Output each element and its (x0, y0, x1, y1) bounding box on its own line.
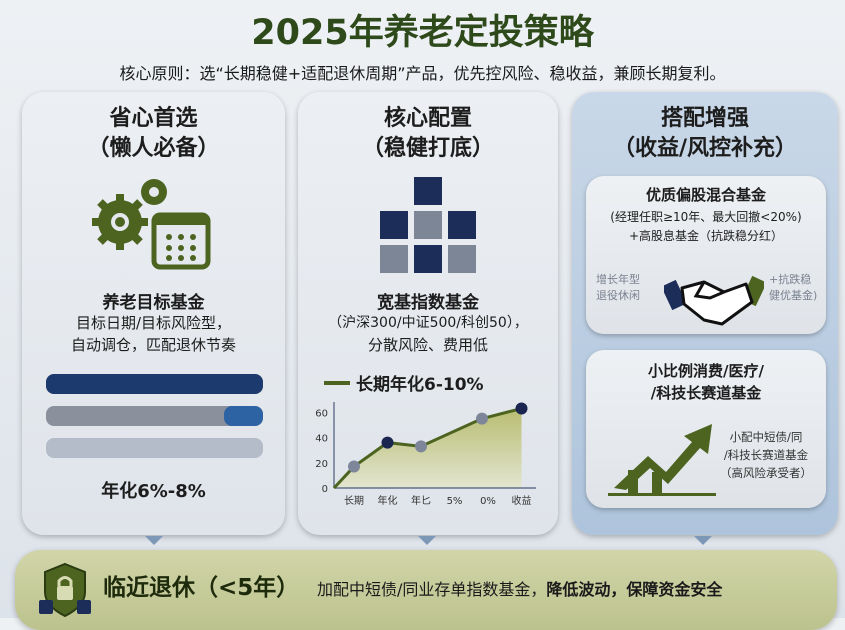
y-tick-label: 20 (315, 459, 328, 470)
shield-lock-icon (39, 562, 91, 618)
fund-name: 宽基指数基金 (377, 293, 479, 313)
note-line: （高风险承受者） (720, 466, 812, 480)
y-tick-label: 0 (322, 484, 328, 495)
progress-fill (46, 374, 263, 394)
fund-desc-1: （沪深300/中证500/科创50）， (328, 315, 528, 331)
card-line-1: (经理任职≥10年、最大回撤<20%) (610, 210, 802, 224)
fund-desc-2: 自动调仓，匹配退休节奏 (70, 336, 236, 354)
blocks-icon (380, 177, 476, 273)
card-title-1: 小比例消费/医疗/ (648, 362, 764, 380)
card-title: 优质偏股混合基金 (645, 186, 766, 204)
footer-text-bold: 降低波动，保障资金安全 (546, 580, 723, 599)
progress-bar (46, 438, 263, 458)
fund-desc-2: 分散风险、费用低 (367, 336, 488, 354)
panel-heading: 省心首选 (109, 106, 198, 131)
panel-core-allocation: 核心配置 （稳健打底） 宽基指数基金 （沪深300/中证500/科创50）， 分… (298, 92, 558, 535)
x-tick-label: 年匕 (411, 494, 431, 507)
y-tick-label: 40 (315, 434, 328, 445)
footer-title: 临近退休（<5年） (103, 575, 300, 601)
data-point (476, 412, 488, 425)
legend-label: 长期年化6-10% (356, 375, 484, 395)
legend-swatch (324, 380, 350, 385)
card-sector-fund: 小比例消费/医疗/ /科技长赛道基金 小配中短债/同/科技长赛道基金 （高风险承受… (586, 350, 826, 508)
panel-subheading: （收益/风控补充） (612, 136, 798, 161)
card-title-2: /科技长赛道基金 (650, 384, 762, 402)
footer-text: 加配中短债/同业存单指数基金，降低波动，保障资金安全 (317, 576, 722, 600)
chart-legend: 长期年化6-10% (324, 370, 484, 395)
note-line: 退役休闲 (596, 289, 640, 302)
note-line: 健优基金) (769, 289, 818, 302)
panel-heading: 核心配置 (383, 106, 472, 131)
down-arrow-icon (418, 536, 436, 545)
handshake-icon (664, 275, 764, 326)
progress-bar (46, 374, 263, 394)
card-right-note: +抗跌稳健优基金) (769, 272, 817, 304)
note-line: /科技长赛道基金 (723, 448, 809, 462)
card-line-2: +高股息基金（抗跌稳分红） (628, 229, 784, 243)
y-tick-label: 60 (315, 408, 328, 419)
down-arrow-icon (694, 536, 712, 545)
fund-name: 养老目标基金 (102, 293, 205, 313)
x-tick-label: 年化 (378, 494, 398, 507)
panel-enhancement: 搭配增强 （收益/风控补充） 优质偏股混合基金 (经理任职≥10年、最大回撤<2… (572, 92, 838, 535)
note-line: 小配中短债/同 (729, 430, 803, 444)
card-equity-mixed-fund: 优质偏股混合基金 (经理任职≥10年、最大回撤<20%) +高股息基金（抗跌稳分… (586, 176, 826, 334)
chart-area (334, 408, 522, 488)
growth-arrow-icon (608, 424, 716, 496)
x-tick-label: 5% (447, 496, 463, 507)
footer-banner: 临近退休（<5年） 加配中短债/同业存单指数基金，降低波动，保障资金安全 (15, 550, 837, 630)
panel-subheading: （稳健打底） (361, 136, 494, 161)
footer-text-normal: 加配中短债/同业存单指数基金， (317, 580, 547, 599)
card-left-note: 增长年型 退役休闲 (596, 272, 640, 304)
progress-bar (46, 406, 263, 426)
card-note: 小配中短债/同/科技长赛道基金 （高风险承受者） (720, 428, 812, 482)
note-line: +抗跌稳 (769, 273, 812, 286)
progress-fill (223, 406, 263, 426)
data-point (415, 440, 427, 453)
down-arrow-icon (145, 536, 163, 545)
fund-desc-1: 目标日期/目标风险型， (75, 314, 232, 332)
x-tick-label: 0% (480, 496, 496, 507)
page-title: 2025年养老定投策略 (251, 13, 594, 53)
data-point (348, 460, 360, 473)
return-chart: 0 20 40 60 长期 年化 年匕 5% 0% 收益 (315, 402, 536, 507)
panel-heading: 搭配增强 (660, 106, 749, 131)
x-tick-label: 长期 (344, 495, 364, 507)
data-point (381, 436, 394, 449)
panel-lazy-choice: 省心首选 （懒人必备） 养老目标基金 目标日期/目标风险型， 自动调仓，匹配退休… (22, 92, 285, 535)
gear-calendar-icon (92, 179, 211, 270)
panel-subheading: （懒人必备） (87, 136, 220, 161)
annual-return: 年化6%-8% (101, 481, 206, 502)
note-line: 增长年型 (596, 273, 640, 286)
data-point (515, 402, 528, 415)
x-tick-label: 收益 (512, 494, 532, 507)
subtitle: 核心原则：选“长期稳健+适配退休周期”产品，优先控风险、稳收益，兼顾长期复利。 (119, 64, 726, 83)
